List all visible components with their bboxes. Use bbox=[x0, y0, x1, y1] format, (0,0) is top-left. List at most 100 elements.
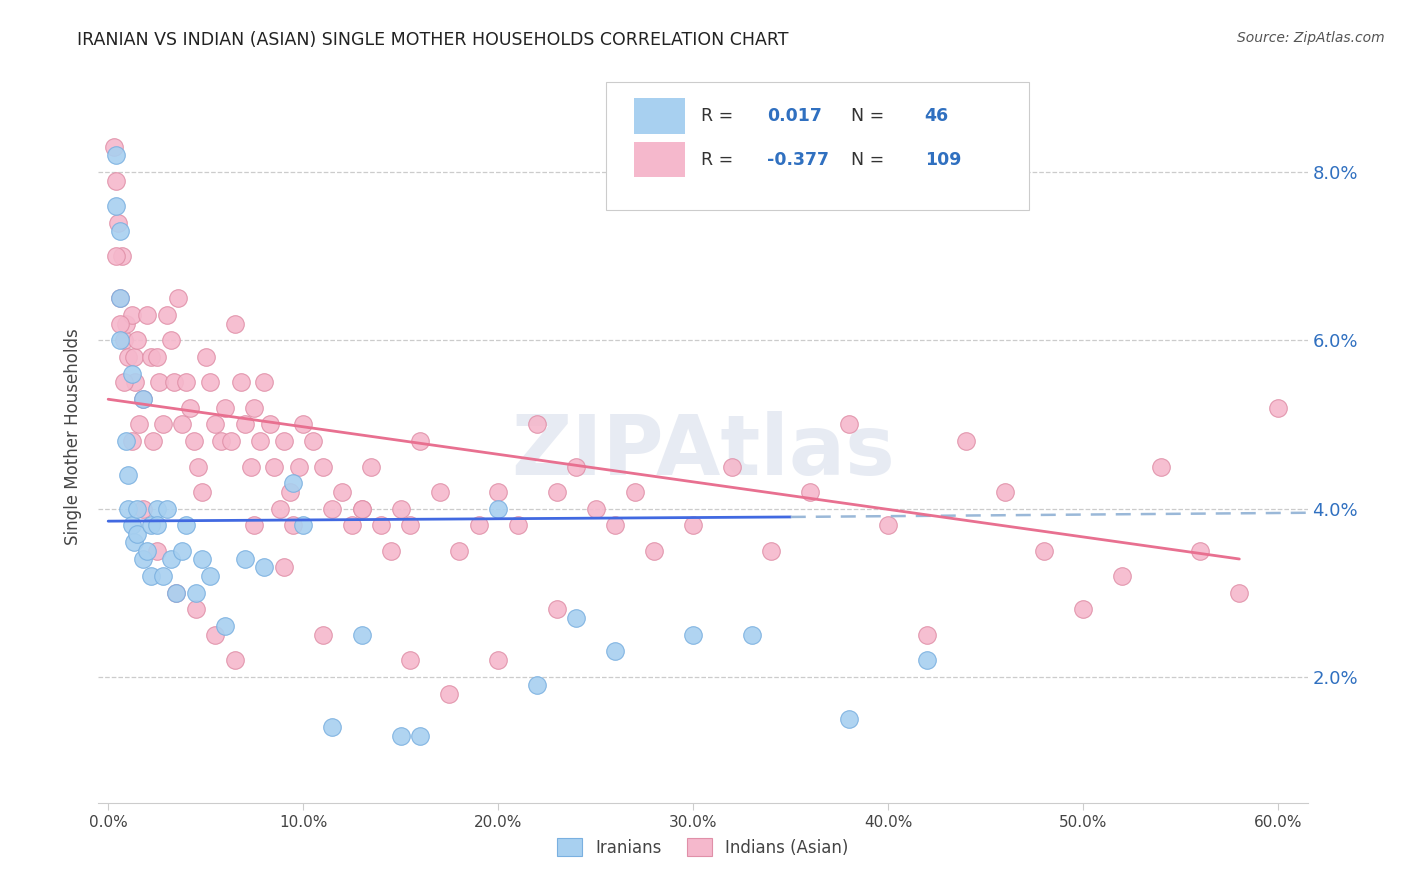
Point bbox=[838, 712, 860, 726]
Point bbox=[121, 367, 143, 381]
Point bbox=[224, 653, 246, 667]
Point bbox=[122, 350, 145, 364]
Point bbox=[127, 334, 149, 348]
Point bbox=[127, 501, 149, 516]
Text: N =: N = bbox=[839, 151, 896, 169]
Point bbox=[546, 484, 568, 499]
Point bbox=[191, 552, 214, 566]
Point bbox=[146, 518, 169, 533]
Point bbox=[253, 560, 276, 574]
Point bbox=[198, 376, 221, 390]
Point bbox=[172, 417, 194, 432]
Point bbox=[259, 417, 281, 432]
Point bbox=[114, 434, 136, 449]
Point bbox=[721, 459, 744, 474]
Text: -0.377: -0.377 bbox=[768, 151, 830, 169]
Point bbox=[159, 552, 181, 566]
Point bbox=[330, 484, 353, 499]
Point bbox=[174, 376, 197, 390]
Point bbox=[486, 501, 509, 516]
Point bbox=[117, 501, 139, 516]
Point bbox=[136, 308, 159, 322]
Point bbox=[449, 543, 471, 558]
Point bbox=[283, 518, 305, 533]
Point bbox=[1033, 543, 1056, 558]
Point bbox=[108, 224, 131, 238]
Point bbox=[340, 518, 363, 533]
Text: ZIPAtlas: ZIPAtlas bbox=[510, 411, 896, 492]
Point bbox=[163, 376, 186, 390]
Point bbox=[312, 459, 335, 474]
Point bbox=[132, 392, 155, 407]
Point bbox=[174, 518, 197, 533]
Point bbox=[486, 484, 509, 499]
Point bbox=[139, 569, 162, 583]
Point bbox=[146, 350, 169, 364]
Point bbox=[136, 543, 159, 558]
Point bbox=[467, 518, 489, 533]
Point bbox=[184, 602, 207, 616]
Point bbox=[117, 350, 139, 364]
Point bbox=[288, 459, 311, 474]
Point bbox=[350, 627, 373, 641]
Point bbox=[761, 543, 783, 558]
Point bbox=[156, 308, 179, 322]
Point bbox=[104, 249, 127, 263]
Point bbox=[302, 434, 325, 449]
Point bbox=[292, 417, 315, 432]
Point bbox=[152, 417, 174, 432]
Point bbox=[112, 334, 135, 348]
Point bbox=[104, 174, 127, 188]
Point bbox=[243, 518, 266, 533]
FancyBboxPatch shape bbox=[634, 98, 685, 134]
Point bbox=[233, 417, 256, 432]
Point bbox=[132, 552, 155, 566]
Point bbox=[165, 585, 187, 599]
Point bbox=[108, 317, 131, 331]
Point bbox=[643, 543, 665, 558]
Point bbox=[224, 317, 246, 331]
Point bbox=[108, 291, 131, 305]
Point bbox=[1071, 602, 1094, 616]
Point bbox=[605, 518, 627, 533]
Point bbox=[146, 543, 169, 558]
Point bbox=[623, 484, 645, 499]
Point bbox=[682, 518, 704, 533]
Point bbox=[429, 484, 451, 499]
Point bbox=[112, 376, 135, 390]
Point bbox=[917, 627, 939, 641]
Point bbox=[121, 434, 143, 449]
Point bbox=[994, 484, 1017, 499]
Text: R =: R = bbox=[702, 107, 744, 125]
Point bbox=[321, 720, 343, 734]
Point bbox=[194, 350, 217, 364]
Point bbox=[114, 317, 136, 331]
Point bbox=[565, 611, 588, 625]
Point bbox=[159, 334, 181, 348]
Point bbox=[204, 417, 226, 432]
Point bbox=[585, 501, 607, 516]
Point bbox=[838, 417, 860, 432]
Point bbox=[121, 308, 143, 322]
Point bbox=[877, 518, 900, 533]
Point bbox=[183, 434, 205, 449]
Point bbox=[350, 501, 373, 516]
Point bbox=[156, 501, 179, 516]
Point bbox=[148, 376, 170, 390]
Point bbox=[273, 560, 295, 574]
Point bbox=[146, 501, 169, 516]
Point bbox=[565, 459, 588, 474]
Point bbox=[198, 569, 221, 583]
Point bbox=[128, 417, 150, 432]
Point bbox=[239, 459, 262, 474]
Point bbox=[486, 653, 509, 667]
Point bbox=[103, 140, 125, 154]
Point bbox=[273, 434, 295, 449]
Point bbox=[409, 434, 432, 449]
Point bbox=[249, 434, 271, 449]
FancyBboxPatch shape bbox=[606, 82, 1029, 211]
Point bbox=[132, 392, 155, 407]
Point bbox=[187, 459, 209, 474]
Point bbox=[439, 686, 461, 700]
FancyBboxPatch shape bbox=[634, 143, 685, 178]
